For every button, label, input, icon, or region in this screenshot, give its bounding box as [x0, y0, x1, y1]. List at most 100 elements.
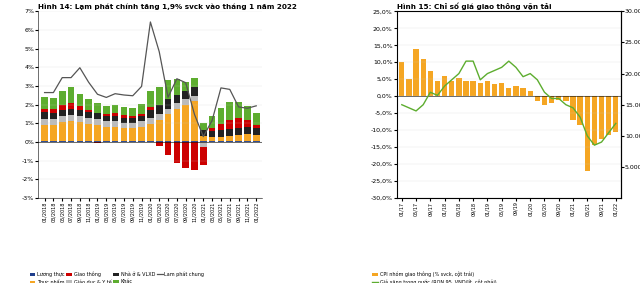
Bar	[103, 127, 109, 141]
Bar	[68, 109, 74, 115]
Bar	[85, 112, 92, 118]
Bar	[182, 141, 189, 142]
Bar	[173, 141, 180, 142]
Bar	[173, 103, 180, 109]
Bar	[506, 88, 511, 96]
Bar	[147, 107, 154, 110]
Bar	[120, 118, 127, 123]
Bar	[85, 100, 92, 110]
Bar	[173, 109, 180, 141]
Bar	[244, 120, 251, 128]
Bar	[68, 115, 74, 121]
Bar	[244, 134, 251, 141]
Bar	[200, 123, 207, 130]
Bar	[103, 106, 109, 114]
Bar	[112, 113, 118, 116]
Bar	[164, 142, 172, 155]
Bar	[156, 105, 163, 114]
Bar	[77, 106, 83, 110]
Bar	[227, 129, 233, 136]
Bar	[68, 103, 74, 109]
Bar	[209, 137, 216, 141]
Bar	[513, 86, 518, 96]
Bar	[182, 91, 189, 100]
Bar	[50, 125, 57, 141]
Bar	[112, 105, 118, 113]
Bar	[227, 102, 233, 120]
Bar	[463, 81, 468, 96]
Bar	[218, 108, 224, 124]
Bar	[94, 142, 100, 143]
Bar	[147, 124, 154, 141]
Bar	[209, 116, 216, 128]
Bar	[227, 120, 233, 129]
Bar	[253, 128, 260, 135]
Bar	[129, 123, 136, 128]
Bar	[253, 113, 260, 125]
Bar	[120, 123, 127, 128]
Bar	[156, 114, 163, 120]
Bar	[164, 80, 172, 100]
Bar	[236, 102, 242, 118]
Bar	[191, 87, 198, 96]
Bar	[77, 116, 83, 122]
Bar	[59, 116, 65, 122]
Bar	[209, 128, 216, 131]
Text: Hình 15: Chỉ số giá giao thông vận tải: Hình 15: Chỉ số giá giao thông vận tải	[397, 2, 551, 10]
Bar	[120, 107, 127, 115]
Bar	[138, 127, 145, 141]
Bar	[138, 114, 145, 116]
Bar	[41, 125, 48, 141]
Bar	[103, 114, 109, 116]
Bar	[112, 141, 118, 142]
Bar	[59, 141, 65, 142]
Bar	[85, 110, 92, 112]
Bar	[156, 142, 163, 146]
Bar	[94, 141, 100, 142]
Bar	[41, 141, 48, 142]
Bar	[428, 71, 433, 96]
Bar	[129, 118, 136, 123]
Bar	[449, 81, 454, 96]
Bar	[549, 96, 554, 103]
Bar	[112, 121, 118, 127]
Bar	[218, 124, 224, 130]
Bar	[112, 116, 118, 121]
Bar	[399, 62, 404, 96]
Bar	[492, 84, 497, 96]
Bar	[191, 141, 198, 142]
Bar	[200, 141, 207, 142]
Bar	[156, 141, 163, 142]
Text: Hình 14: Lạm phát chính tăng 1,9% svck vào tháng 1 năm 2022: Hình 14: Lạm phát chính tăng 1,9% svck v…	[38, 3, 297, 10]
Bar	[41, 97, 48, 109]
Bar	[50, 98, 57, 109]
Bar	[68, 87, 74, 103]
Bar	[191, 142, 198, 170]
Legend: CPI nhóm giao thông (% svck, cột trái), Giá xăng trong nước (RON 95, VND/lít, cộ: CPI nhóm giao thông (% svck, cột trái), …	[372, 271, 496, 283]
Bar	[103, 116, 109, 121]
Bar	[129, 128, 136, 141]
Bar	[420, 59, 426, 96]
Bar	[218, 141, 224, 142]
Bar	[77, 94, 83, 106]
Bar	[218, 137, 224, 141]
Bar	[164, 100, 172, 109]
Bar	[435, 81, 440, 96]
Bar	[236, 135, 242, 141]
Bar	[173, 95, 180, 103]
Bar	[77, 141, 83, 142]
Bar	[59, 110, 65, 116]
Bar	[50, 109, 57, 113]
Bar	[413, 49, 419, 96]
Bar	[209, 131, 216, 137]
Bar	[120, 141, 127, 142]
Bar	[584, 96, 590, 171]
Bar	[77, 122, 83, 141]
Bar	[200, 142, 207, 147]
Bar	[68, 121, 74, 141]
Bar	[173, 79, 180, 95]
Bar	[120, 128, 127, 141]
Bar	[527, 91, 533, 96]
Bar	[103, 141, 109, 142]
Bar	[477, 83, 483, 96]
